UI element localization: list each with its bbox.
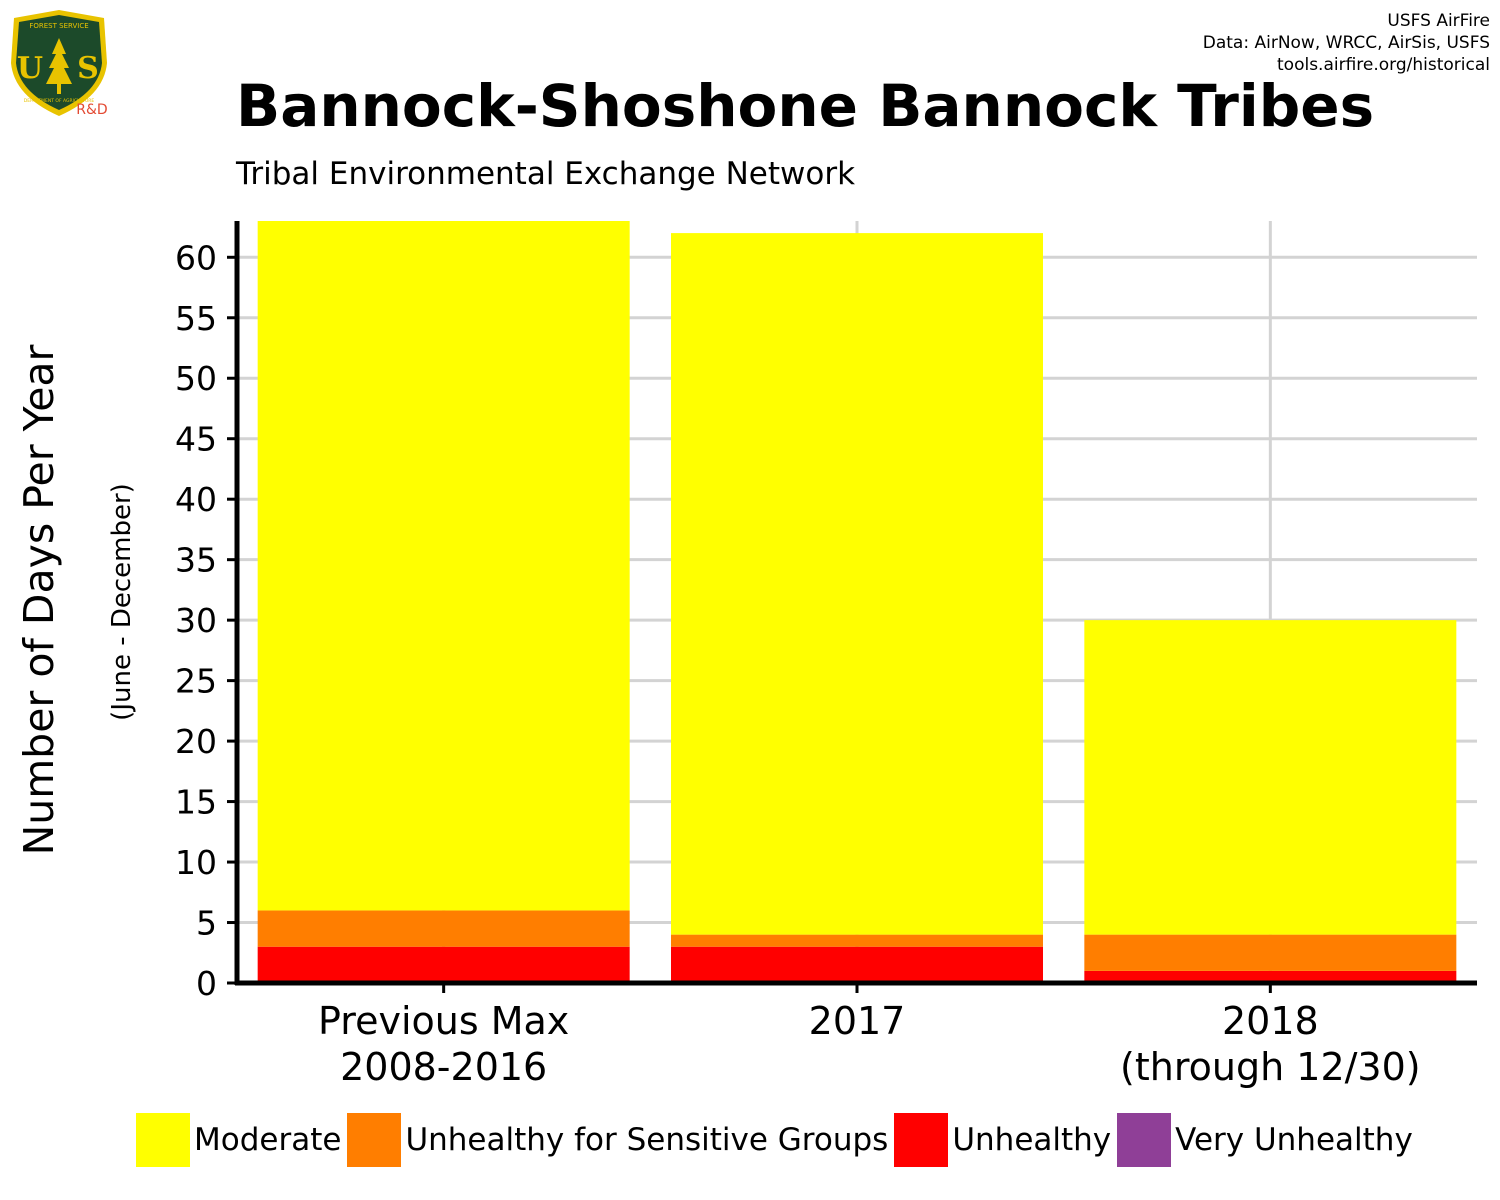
logo-tree <box>46 38 72 94</box>
y-tick-label: 35 <box>175 541 217 580</box>
logo-initial-left: U <box>17 51 43 86</box>
bar-segment <box>1084 620 1457 935</box>
y-tick-label: 45 <box>175 420 217 459</box>
logo-ring-bottom: DEPARTMENT OF AGRICULTURE <box>24 98 95 104</box>
y-tick-label: 50 <box>175 359 217 398</box>
legend-label: Unhealthy for Sensitive Groups <box>405 1122 889 1158</box>
logo-tag: R&D <box>76 102 107 118</box>
bar-segment <box>257 946 630 983</box>
legend-item: Unhealthy <box>894 1113 1111 1167</box>
logo-initial-right: S <box>77 51 99 86</box>
credit-line: Data: AirNow, WRCC, AirSis, USFS <box>1202 33 1490 53</box>
y-tick-label: 0 <box>196 964 217 1003</box>
x-tick-label: 2017 <box>809 999 906 1043</box>
legend-label: Moderate <box>194 1122 342 1158</box>
chart-subtitle: Tribal Environmental Exchange Network <box>236 156 856 192</box>
legend-swatch <box>1117 1113 1172 1167</box>
legend-item: Moderate <box>136 1113 341 1167</box>
bar-segment <box>257 910 630 947</box>
y-tick-label: 30 <box>175 601 217 640</box>
forest-service-shield-icon: U S FOREST SERVICE DEPARTMENT OF AGRICUL… <box>11 10 108 118</box>
legend-swatch <box>136 1113 190 1167</box>
bar-segment <box>671 946 1043 983</box>
legend-label: Very Unhealthy <box>1175 1122 1413 1158</box>
y-tick-label: 25 <box>175 662 217 701</box>
y-tick-label: 15 <box>175 783 217 822</box>
bar-segment <box>1084 934 1457 971</box>
bar-segment <box>671 934 1043 947</box>
legend-item: Very Unhealthy <box>1117 1113 1413 1167</box>
y-tick-label: 55 <box>175 299 217 338</box>
credit-block: USFS AirFire Data: AirNow, WRCC, AirSis,… <box>1203 10 1490 76</box>
x-tick-label: 2008-2016 <box>340 1045 547 1089</box>
y-tick-label: 60 <box>175 238 217 277</box>
y-tick-label: 40 <box>175 480 217 519</box>
y-tick-label: 20 <box>175 722 217 761</box>
legend-item: Unhealthy for Sensitive Groups <box>347 1113 888 1167</box>
x-tick-label: (through 12/30) <box>1120 1045 1421 1089</box>
y-tick-label: 10 <box>175 843 217 882</box>
legend-swatch <box>347 1113 402 1167</box>
chart-title: Bannock-Shoshone Bannock Tribes <box>236 72 1375 140</box>
logo-ring-top: FOREST SERVICE <box>29 22 88 30</box>
legend-label: Unhealthy <box>952 1122 1112 1158</box>
bar-segment <box>671 233 1043 935</box>
legend-swatch <box>894 1113 949 1167</box>
bar-segment <box>1084 970 1457 983</box>
bar-segment <box>257 221 630 911</box>
y-tick-label: 5 <box>196 904 217 943</box>
legend: Moderate Unhealthy for Sensitive Groups Un… <box>136 1112 1419 1168</box>
credit-line: USFS AirFire <box>1387 11 1490 31</box>
x-tick-label: Previous Max <box>318 999 569 1043</box>
x-tick-label: 2018 <box>1222 999 1319 1043</box>
credit-line: tools.airfire.org/historical <box>1277 55 1490 75</box>
